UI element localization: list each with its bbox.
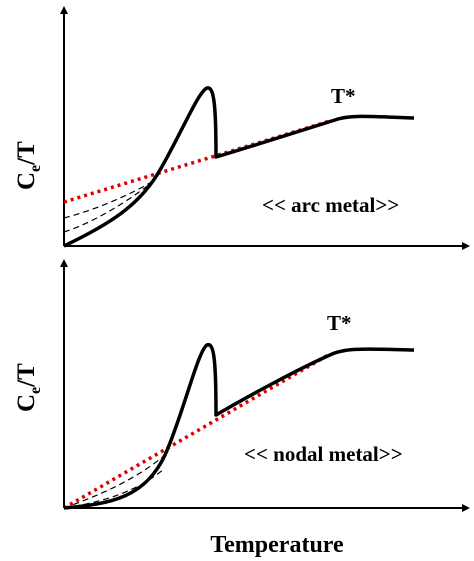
annotation-tstar-arc: T* (331, 84, 356, 108)
y-axis-label-arc: Ce/T (13, 141, 44, 190)
dashed-curve-arc-2 (63, 179, 156, 233)
panel-nodal: T* << nodal metal>> Ce/T (13, 259, 470, 512)
normal-state-line-nodal (63, 352, 331, 510)
panel-arc: T* << arc metal>> Ce/T (13, 6, 470, 250)
annotation-tstar-nodal: T* (327, 311, 352, 335)
x-axis-label: Temperature (210, 532, 344, 558)
legend-arc: << arc metal>> (262, 193, 399, 217)
dashed-curve-nodal-1 (63, 454, 166, 509)
dashed-curve-arc-1 (63, 179, 156, 219)
dashed-curve-nodal-2 (63, 467, 166, 509)
data-curve-nodal (63, 343, 415, 510)
legend-nodal: << nodal metal>> (244, 442, 403, 466)
data-curve-arc (63, 86, 415, 248)
y-axis-label-nodal: Ce/T (13, 363, 44, 412)
